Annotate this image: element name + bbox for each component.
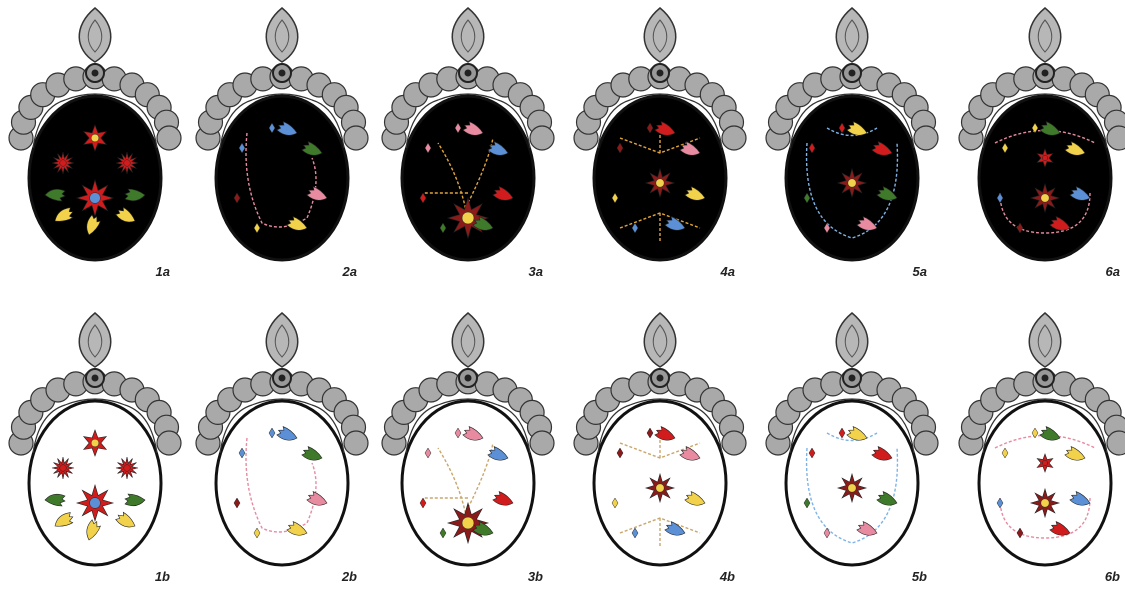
pendant [382,8,554,260]
pendant-body [979,401,1111,565]
flower-center [1042,460,1047,465]
ring-hole [849,375,856,382]
ring-hole [1042,70,1049,77]
crown-scallop [157,431,181,455]
finial [452,313,484,367]
flower-center [848,179,856,187]
crown-scallop [1107,126,1125,150]
illustration-sheet: 1a 2a 3a 4a 5a 6a 1b 2b 3b 4b 5b 6b [0,0,1125,592]
ring-hole [92,70,99,77]
finial [266,8,298,62]
pendant [574,313,746,565]
ring-hole [849,70,856,77]
ring-hole [657,70,664,77]
flower-center [656,484,664,492]
pendant-body [979,96,1111,260]
crown-scallop [914,431,938,455]
finial [266,313,298,367]
flower-center [1041,194,1049,202]
finial [644,313,676,367]
panel-label: 5a [913,264,927,279]
panel-label: 1a [156,264,170,279]
crown-scallop [530,126,554,150]
crown-scallop [344,431,368,455]
crown-scallop [722,126,746,150]
flower-center [124,465,131,472]
pendant-body [216,96,348,260]
crown-scallop [344,126,368,150]
flower-center [91,134,99,142]
pendant [959,313,1125,565]
pendant [9,313,181,565]
panel-label: 1b [155,569,170,584]
crown-scallop [914,126,938,150]
finial [836,8,868,62]
finial [79,8,111,62]
crown-scallop [1107,431,1125,455]
ring-hole [465,375,472,382]
flower-center [90,498,101,509]
panel-label: 3b [528,569,543,584]
ring-hole [279,375,286,382]
finial [644,8,676,62]
pendant-body [216,401,348,565]
flower-center [90,193,101,204]
pendant [766,8,938,260]
ring-hole [279,70,286,77]
panel-label: 2a [342,264,357,279]
flower-center [60,160,67,167]
flower-center [1041,499,1049,507]
pendant [574,8,746,260]
flower-center [124,160,131,167]
ring-hole [657,375,664,382]
flower-center [60,465,67,472]
flower-center [656,179,664,187]
panel-label: 4a [720,264,735,279]
panel-label: 3a [529,264,543,279]
pendant [196,8,368,260]
finial [1029,313,1061,367]
panel-label: 6b [1105,569,1120,584]
panel-label: 4b [719,569,735,584]
flower-center [462,517,474,529]
pendant-body [29,96,161,260]
panel-label: 2b [341,569,357,584]
ring-hole [92,375,99,382]
pendant [382,313,554,565]
pendant [9,8,181,260]
crown-scallop [722,431,746,455]
flower-center [1042,155,1047,160]
panel-label: 6a [1106,264,1120,279]
crown-scallop [157,126,181,150]
flower-center [848,484,856,492]
finial [79,313,111,367]
flower-center [462,212,474,224]
flower-center [91,439,99,447]
pendant [766,313,938,565]
ring-hole [465,70,472,77]
pendant [196,313,368,565]
panel-label: 5b [912,569,927,584]
finial [452,8,484,62]
finial [836,313,868,367]
crown-scallop [530,431,554,455]
pendant-body [29,401,161,565]
ring-hole [1042,375,1049,382]
finial [1029,8,1061,62]
pendant [959,8,1125,260]
